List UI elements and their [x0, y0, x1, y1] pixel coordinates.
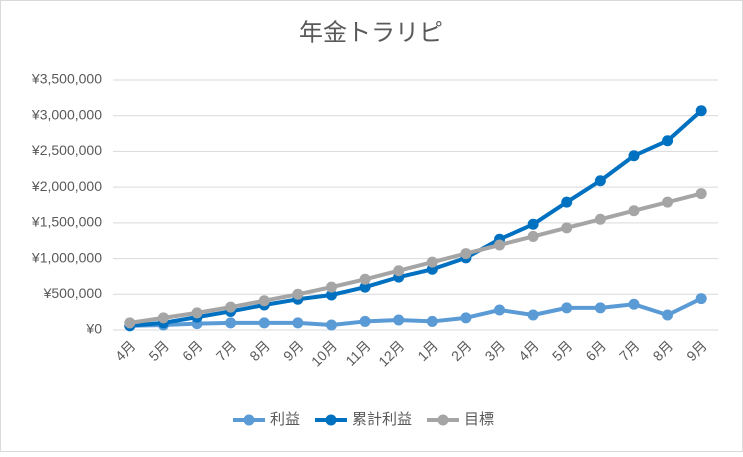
point	[561, 196, 573, 208]
point	[527, 309, 539, 321]
point	[561, 222, 573, 234]
point	[460, 248, 472, 260]
point	[359, 273, 371, 285]
chart-title: 年金トラリピ	[299, 19, 443, 46]
point	[225, 317, 237, 329]
point	[325, 281, 337, 293]
point	[628, 150, 640, 162]
point	[527, 230, 539, 242]
point	[225, 301, 237, 313]
y-tick-label: ¥2,500,000	[31, 142, 102, 158]
point	[594, 213, 606, 225]
point	[258, 295, 270, 307]
series-line	[129, 191, 702, 325]
point	[695, 188, 707, 200]
point	[460, 312, 472, 324]
point	[662, 309, 674, 321]
series-line	[129, 109, 703, 328]
point	[628, 298, 640, 310]
point	[561, 302, 573, 314]
legend-label: 累計利益	[352, 411, 412, 428]
point	[426, 256, 438, 268]
point	[594, 175, 606, 187]
y-tick-label: ¥1,000,000	[31, 249, 102, 265]
legend-marker	[437, 414, 449, 426]
y-tick-label: ¥2,000,000	[31, 178, 102, 194]
point	[628, 205, 640, 217]
y-tick-label: ¥3,000,000	[31, 106, 102, 122]
point	[359, 281, 371, 293]
point	[157, 312, 169, 324]
legend-marker	[243, 414, 255, 426]
point	[292, 317, 304, 329]
legend-label: 目標	[464, 411, 494, 428]
point	[325, 319, 337, 331]
point	[292, 288, 304, 300]
point	[662, 196, 674, 208]
point	[594, 302, 606, 314]
point	[494, 239, 506, 251]
point	[191, 307, 203, 319]
y-tick-label: ¥3,500,000	[31, 71, 102, 87]
y-tick-label: ¥0	[85, 321, 102, 337]
series-line	[129, 296, 703, 328]
point	[527, 218, 539, 230]
point	[258, 317, 270, 329]
point	[494, 304, 506, 316]
point	[393, 265, 405, 277]
point	[393, 314, 405, 326]
legend-marker	[325, 414, 337, 426]
point	[124, 317, 136, 329]
point	[662, 135, 674, 147]
point	[695, 293, 707, 305]
point	[695, 105, 707, 117]
y-tick-label: ¥1,500,000	[31, 214, 102, 230]
point	[426, 315, 438, 327]
point	[325, 289, 337, 301]
legend-label: 利益	[270, 411, 300, 428]
y-tick-label: ¥500,000	[43, 285, 103, 301]
point	[359, 315, 371, 327]
